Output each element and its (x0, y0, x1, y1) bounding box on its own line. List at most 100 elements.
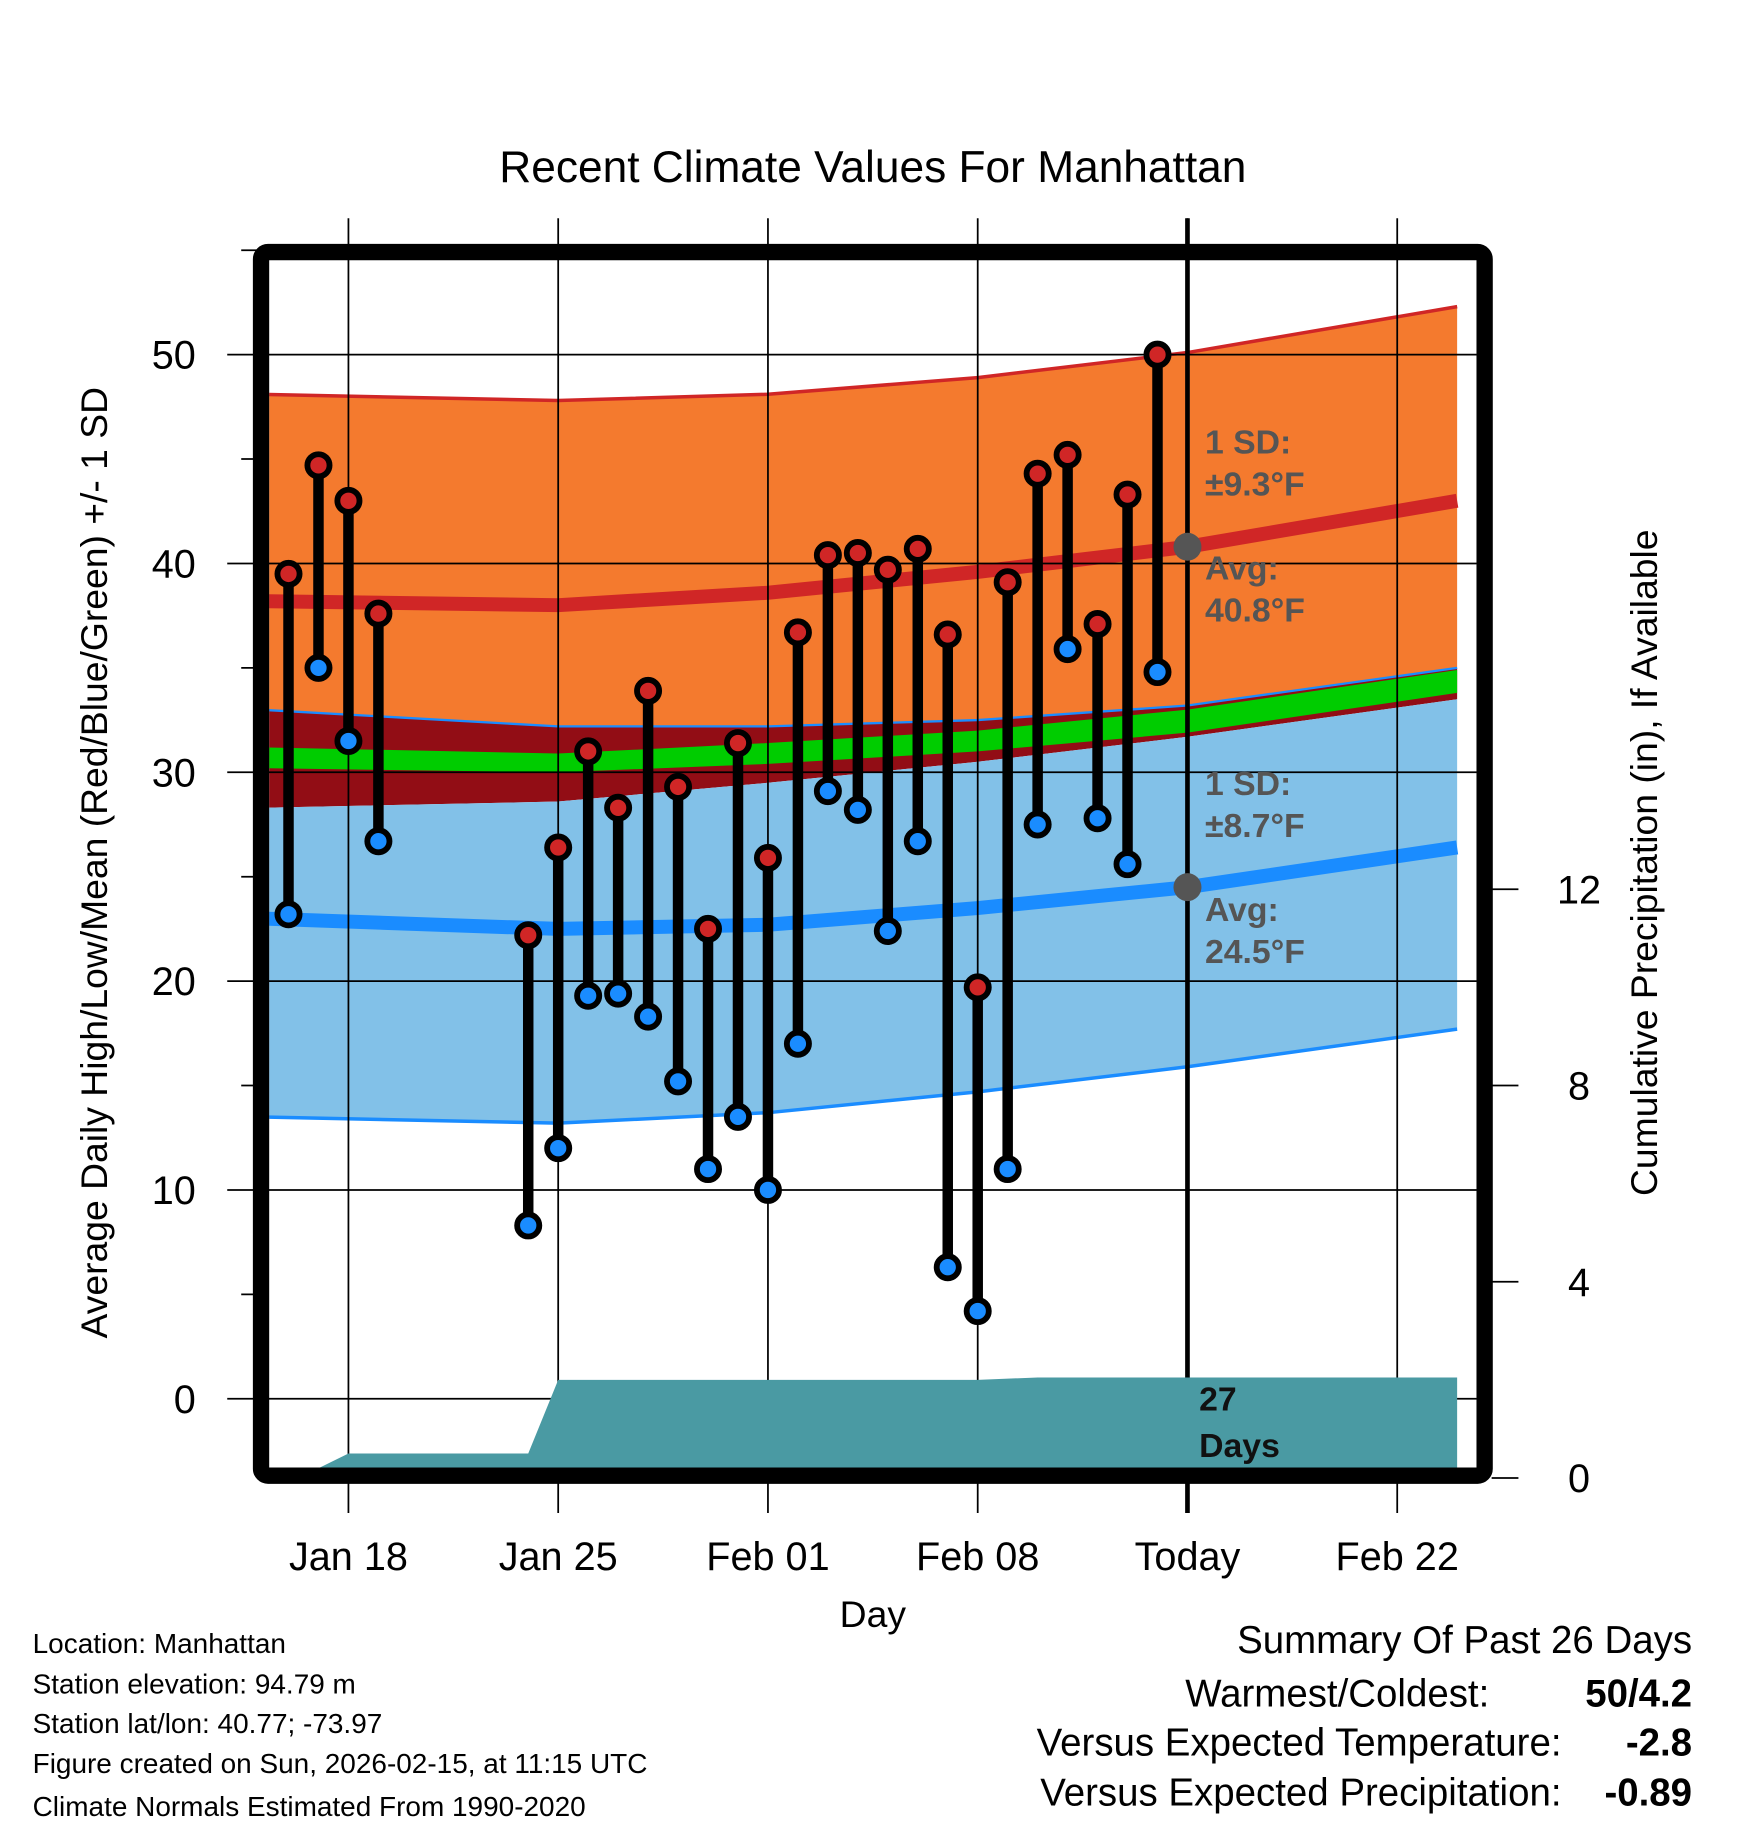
day-observation (993, 568, 1022, 1184)
day-observation (274, 559, 303, 929)
high-point (604, 793, 633, 822)
low-point (1053, 635, 1082, 664)
low-point (664, 1067, 693, 1096)
high-point (783, 618, 812, 647)
summary-title: Summary Of Past 26 Days (1237, 1619, 1692, 1662)
low-point (933, 1253, 962, 1282)
day-observation (933, 620, 962, 1282)
footer-created: Figure created on Sun, 2026-02-15, at 11… (33, 1748, 648, 1779)
day-observation (1023, 459, 1052, 839)
annotations: 1 SD: ±9.3°F Avg: 40.8°F 1 SD: ±8.7°F Av… (1199, 424, 1305, 1465)
low-mean-line (269, 840, 1459, 936)
high-point (1053, 440, 1082, 469)
precipitation-area (319, 1377, 1458, 1468)
low-point (873, 917, 902, 945)
day-observation (1053, 440, 1082, 664)
high-point (544, 833, 573, 862)
day-observation (304, 451, 333, 682)
y2-tick-label: 12 (1557, 868, 1601, 912)
precip-label: Versus Expected Precipitation: (1040, 1771, 1561, 1814)
high-point (574, 737, 603, 766)
high-point (724, 729, 752, 758)
x-tick-label: Feb 01 (706, 1535, 829, 1579)
low-point (634, 1002, 663, 1031)
y-tick-label: 30 (152, 751, 196, 795)
day-observation (334, 486, 363, 755)
y2-tick-label: 0 (1568, 1457, 1590, 1501)
low-point (903, 827, 932, 856)
summary-panel: Summary Of Past 26 Days Warmest/Coldest:… (1037, 1619, 1692, 1815)
day-observation (1083, 610, 1112, 833)
low-point (963, 1297, 992, 1326)
low-point (753, 1175, 782, 1204)
low-point (334, 726, 363, 755)
low-point (1083, 804, 1112, 833)
low-avg-marker (1173, 873, 1202, 902)
chart-title: Recent Climate Values For Manhattan (499, 143, 1246, 192)
days-label: Days (1199, 1427, 1280, 1465)
high-lower-line (269, 666, 1458, 728)
high-point (1113, 480, 1142, 509)
high-point (843, 539, 872, 568)
high-point (334, 486, 363, 515)
day-observation (843, 539, 872, 824)
warm-cold-label: Warmest/Coldest: (1185, 1672, 1489, 1715)
day-observation (1143, 340, 1172, 687)
x-tick-label: Jan 25 (499, 1535, 618, 1579)
footer-elevation: Station elevation: 94.79 m (33, 1669, 356, 1700)
low-avg-label: Avg: (1205, 891, 1279, 929)
high-point (933, 620, 962, 649)
y-axis-label: Average Daily High/Low/Mean (Red/Blue/Gr… (73, 387, 115, 1338)
low-point (304, 653, 333, 682)
high-point (1023, 459, 1052, 488)
high-point (1083, 610, 1112, 639)
high-point (364, 599, 393, 628)
high-sd-label: 1 SD: (1205, 424, 1291, 462)
y2-tick-label: 4 (1568, 1261, 1590, 1305)
low-point (1143, 658, 1172, 687)
day-observation (813, 541, 842, 806)
day-observation (1113, 480, 1142, 879)
day-observation (783, 618, 812, 1058)
temp-label: Versus Expected Temperature: (1037, 1721, 1562, 1764)
high-mean-line (269, 493, 1459, 613)
footer-location: Location: Manhattan (33, 1628, 286, 1659)
day-observation (664, 772, 693, 1096)
high-point (993, 568, 1022, 597)
footer-normals: Climate Normals Estimated From 1990-2020 (33, 1791, 586, 1822)
day-observation (574, 737, 603, 1010)
plot-frame (252, 243, 1493, 1484)
low-point (514, 1211, 543, 1240)
day-observation (903, 534, 932, 856)
axis-ticks: 0 10 20 30 40 50 0 4 8 12 Jan 18 Jan 25 Feb 01 Feb 08… (152, 249, 1601, 1579)
mean-band (269, 669, 1458, 773)
x-tick-label: Feb 08 (916, 1535, 1039, 1579)
low-point (604, 979, 633, 1008)
high-avg-value: 40.8°F (1205, 592, 1305, 630)
low-point (274, 900, 303, 929)
precip-area (319, 1377, 1458, 1468)
high-point (873, 555, 902, 584)
high-point (903, 534, 932, 563)
y-tick-label: 10 (152, 1169, 196, 1213)
high-point (813, 541, 842, 570)
low-avg-value: 24.5°F (1205, 933, 1305, 971)
y2-axis-label: Cumulative Precipitation (in), If Availa… (1623, 529, 1665, 1196)
high-point (304, 451, 333, 480)
high-point (634, 676, 663, 705)
footer-latlon: Station lat/lon: 40.77; -73.97 (33, 1708, 383, 1739)
low-point (1023, 810, 1052, 839)
low-point (574, 981, 603, 1010)
day-observation (724, 729, 752, 1131)
day-observation (634, 676, 663, 1031)
high-point (1143, 340, 1172, 369)
day-observation (694, 914, 723, 1184)
high-point (274, 559, 303, 588)
y-tick-label: 20 (152, 960, 196, 1004)
high-point (963, 973, 992, 1002)
low-point (544, 1134, 573, 1163)
warm-cold-value: 50/4.2 (1585, 1672, 1692, 1715)
days-count: 27 (1199, 1380, 1237, 1418)
low-point (843, 795, 872, 824)
